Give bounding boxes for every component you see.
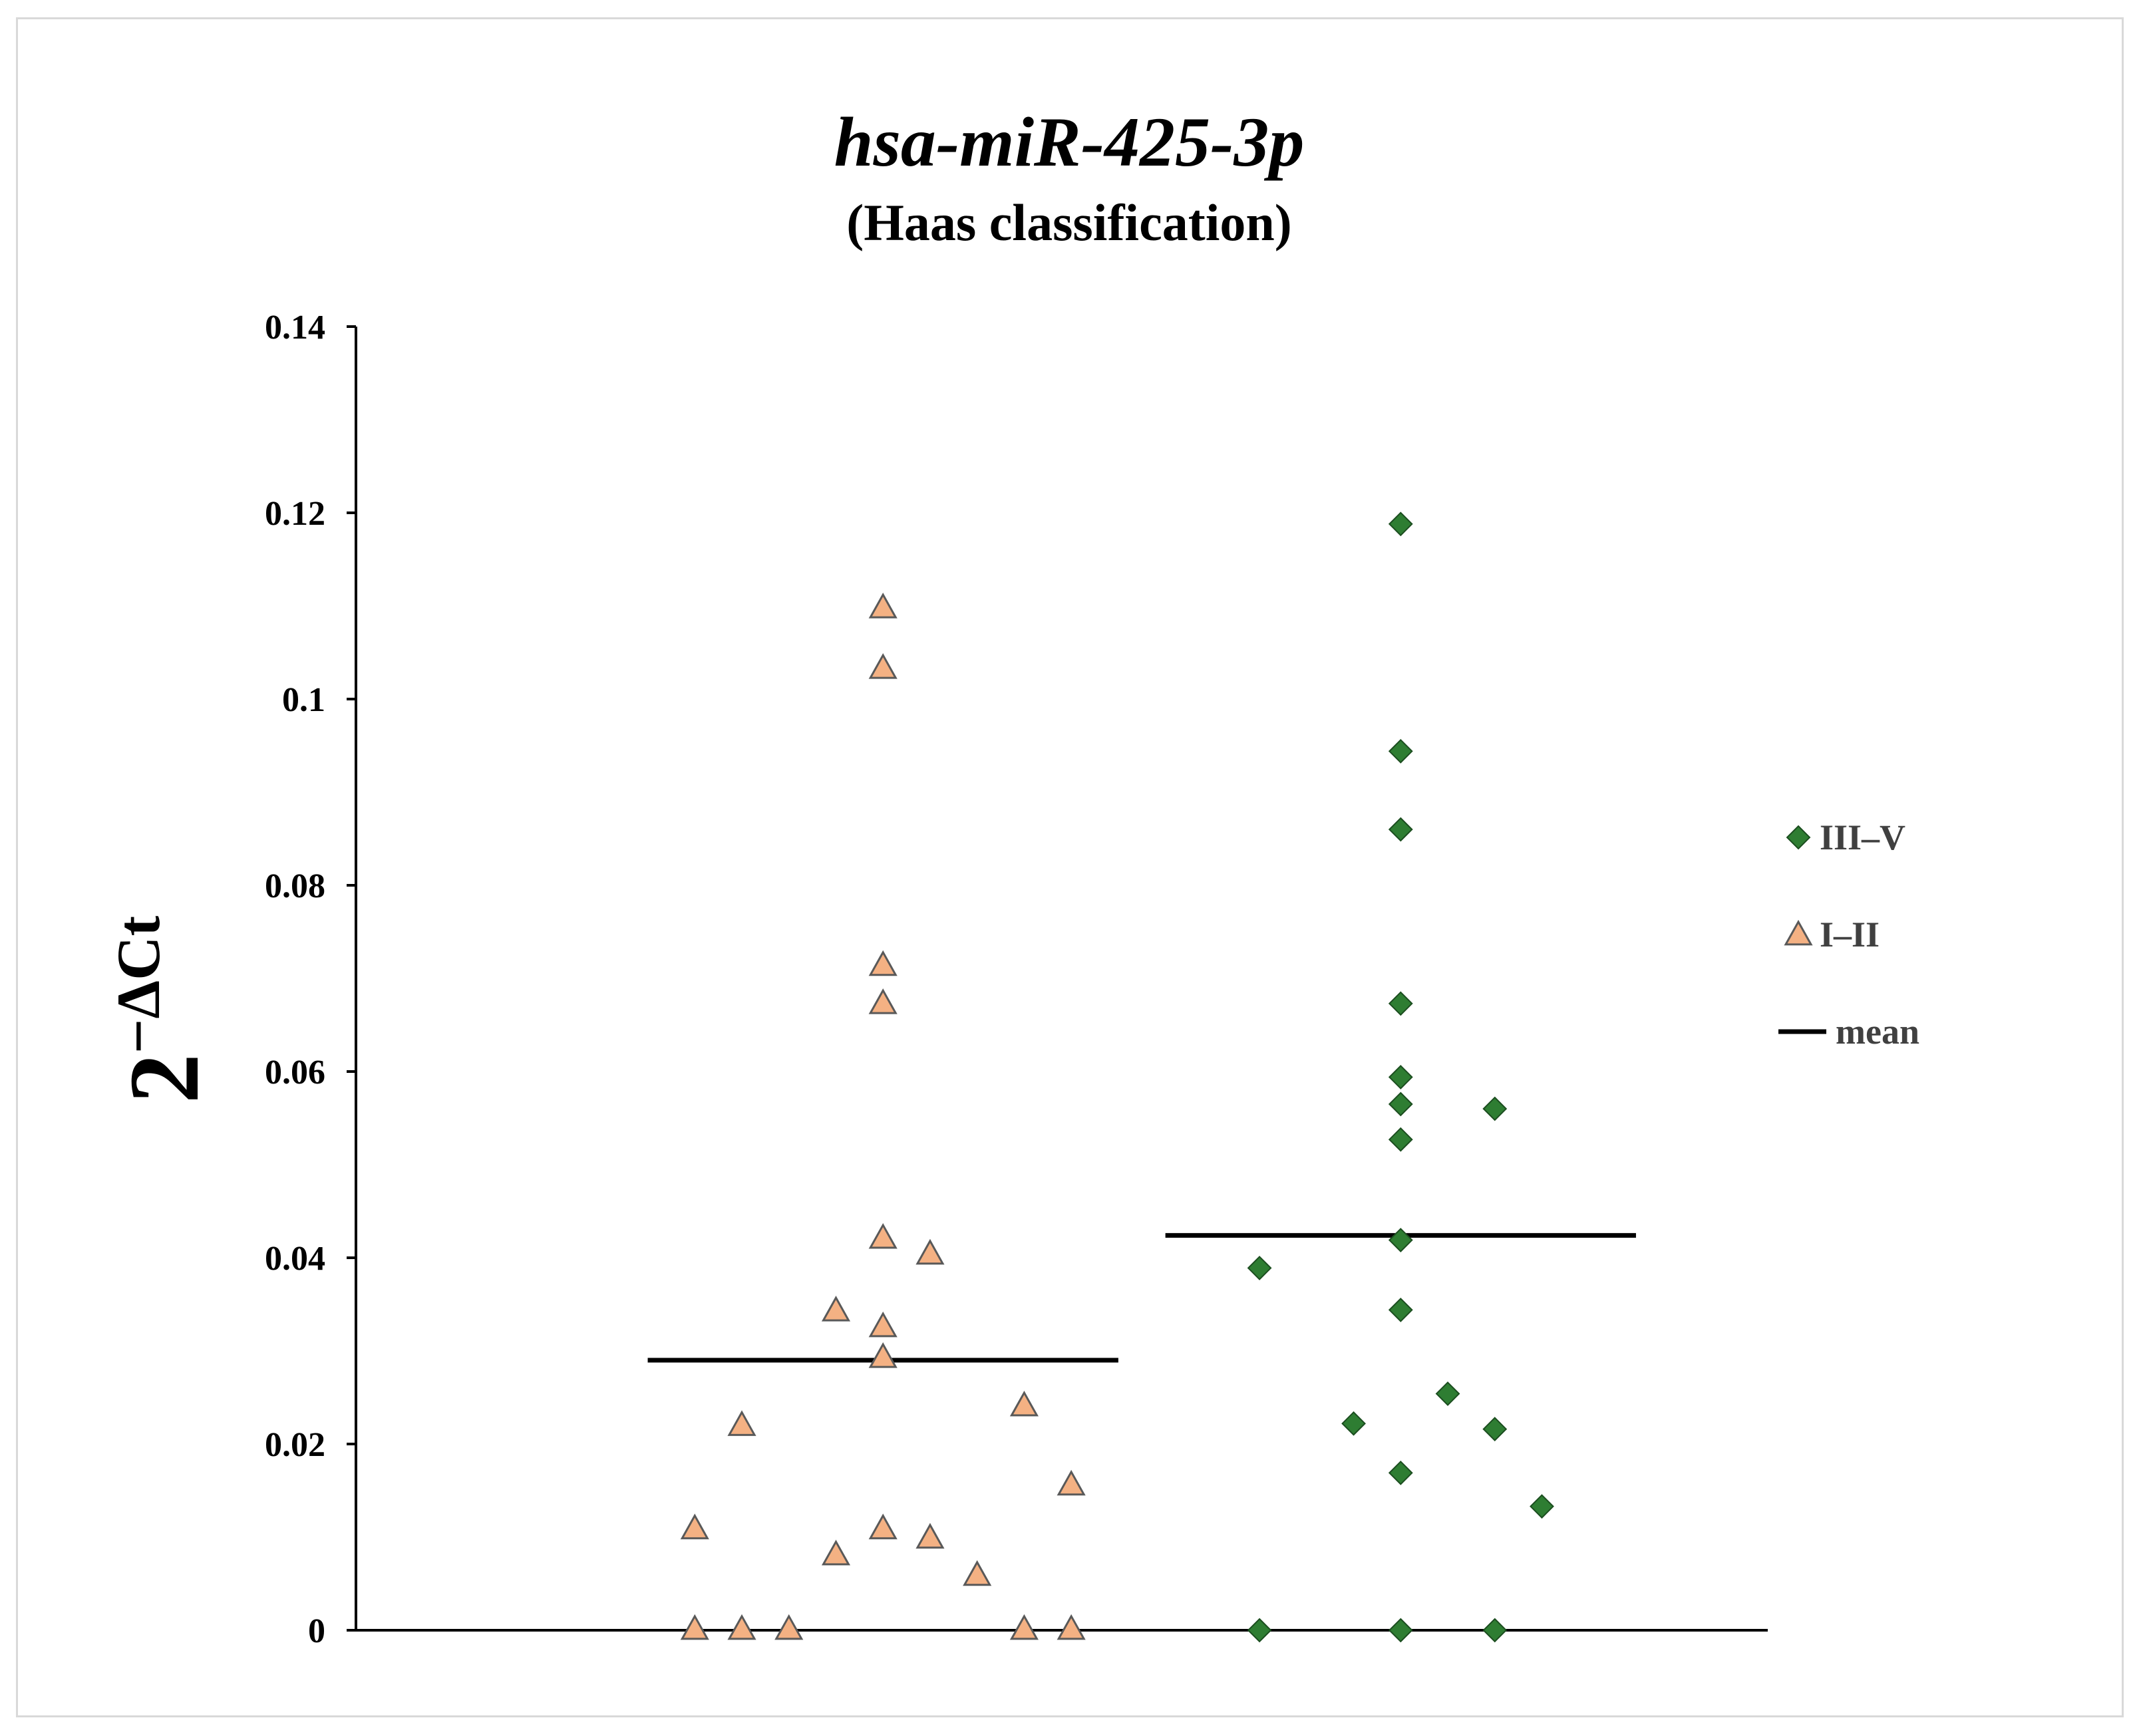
y-tick-label: 0 [308, 1612, 325, 1650]
chart-title: hsa-miR-425-3p [834, 103, 1305, 181]
data-point-diamond [1482, 1618, 1508, 1643]
data-point-triangle [727, 1614, 756, 1640]
data-point-diamond [1388, 1460, 1413, 1485]
data-point-diamond [1388, 1618, 1413, 1643]
y-tick-label: 0.04 [265, 1240, 325, 1278]
data-point-triangle [1057, 1614, 1086, 1640]
data-point-diamond [1388, 1227, 1413, 1252]
legend-label: III–V [1820, 817, 1905, 857]
data-point-triangle [1057, 1469, 1086, 1496]
data-point-triangle [963, 1560, 992, 1586]
data-point-triangle [868, 950, 898, 976]
data-point-diamond [1530, 1494, 1554, 1519]
data-point-diamond [1482, 1417, 1508, 1442]
y-tick-label: 0.08 [265, 867, 325, 905]
legend: III–V I–II mean [1778, 817, 1919, 1052]
data-point-triangle [915, 1522, 945, 1549]
y-axis-label-sup: −ΔCt [104, 915, 172, 1054]
data-point-diamond [1388, 1091, 1413, 1117]
data-point-triangle [1009, 1614, 1039, 1640]
y-tick-label: 0.02 [265, 1426, 325, 1464]
data-point-diamond [1388, 817, 1413, 842]
data-point-diamond [1388, 1127, 1413, 1152]
y-tick-label: 0.06 [265, 1054, 325, 1091]
y-axis-label-base: 2 [109, 1054, 220, 1103]
chart-svg: hsa-miR-425-3p (Haas classification) 2−Δ… [104, 103, 1919, 1650]
data-point-triangle [868, 653, 898, 679]
y-tick-label: 0.12 [265, 495, 325, 533]
data-point-triangle [821, 1539, 851, 1566]
data-point-triangle [727, 1410, 756, 1436]
data-point-diamond [1388, 1297, 1413, 1322]
data-point-triangle [1009, 1390, 1039, 1417]
data-point-triangle [868, 988, 898, 1014]
data-point-triangle [868, 1223, 898, 1249]
data-point-diamond [1247, 1255, 1272, 1280]
y-tick-label: 0.1 [282, 681, 325, 719]
mean-lines [647, 1232, 1636, 1363]
axes: 0 0.02 0.04 0.06 0.08 0.1 0.12 0.14 [265, 309, 1768, 1650]
data-point-triangle [868, 1311, 898, 1338]
data-point-triangle [680, 1614, 709, 1640]
y-tick-label: 0.14 [265, 309, 325, 347]
data-point-diamond [1435, 1381, 1460, 1406]
data-point-triangle [821, 1296, 851, 1322]
legend-marker-diamond [1786, 825, 1811, 850]
data-point-triangle [680, 1513, 709, 1540]
data-point-triangle [915, 1238, 945, 1265]
data-point-triangle [868, 1342, 898, 1368]
chart-frame: hsa-miR-425-3p (Haas classification) 2−Δ… [16, 17, 2124, 1717]
data-point-diamond [1482, 1096, 1508, 1121]
legend-label: mean [1836, 1012, 1919, 1052]
svg-text:2−ΔCt: 2−ΔCt [104, 915, 220, 1103]
legend-marker-triangle [1784, 919, 1813, 946]
data-point-diamond [1388, 738, 1413, 764]
data-point-diamond [1388, 991, 1413, 1016]
y-axis-label: 2−ΔCt [104, 915, 220, 1103]
data-points [680, 511, 1554, 1643]
data-point-diamond [1388, 511, 1413, 537]
data-point-triangle [774, 1614, 804, 1640]
data-point-diamond [1341, 1411, 1366, 1436]
data-point-diamond [1247, 1618, 1272, 1643]
legend-label: I–II [1820, 915, 1880, 954]
data-point-diamond [1388, 1064, 1413, 1089]
data-point-triangle [868, 1513, 898, 1540]
data-point-triangle [868, 593, 898, 619]
chart-subtitle: (Haas classification) [846, 194, 1291, 251]
